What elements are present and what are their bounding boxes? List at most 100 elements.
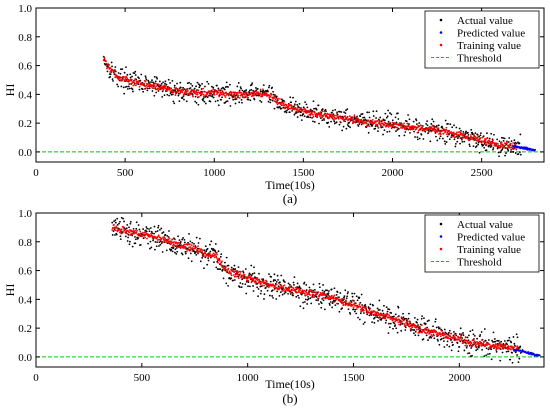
actual-value-point <box>170 246 173 249</box>
training-value-point <box>227 267 230 270</box>
actual-value-point <box>462 334 465 337</box>
actual-value-point <box>468 145 471 148</box>
training-value-point <box>316 114 319 117</box>
actual-value-point <box>137 224 140 226</box>
training-value-point <box>125 75 128 78</box>
training-value-point <box>153 85 156 88</box>
actual-value-point <box>268 84 271 87</box>
training-value-point <box>472 136 474 139</box>
actual-value-point <box>199 84 202 87</box>
training-value-point <box>229 272 232 274</box>
actual-value-point <box>256 87 259 90</box>
actual-value-point <box>302 307 305 310</box>
training-value-point <box>178 89 181 92</box>
actual-value-point <box>148 228 150 230</box>
training-value-point <box>269 95 272 98</box>
actual-value-point <box>112 230 115 233</box>
actual-value-point <box>330 288 333 291</box>
actual-value-point <box>296 282 299 285</box>
actual-value-point <box>340 111 343 113</box>
actual-value-point <box>272 90 274 93</box>
training-value-point <box>318 295 321 298</box>
training-value-point <box>232 274 235 276</box>
actual-value-point <box>312 100 315 103</box>
actual-value-point <box>195 85 197 88</box>
training-value-point <box>394 126 397 129</box>
actual-value-point <box>409 329 412 332</box>
actual-value-point <box>515 142 518 145</box>
actual-value-point <box>303 301 306 303</box>
actual-value-point <box>498 155 500 158</box>
training-value-point <box>360 310 363 313</box>
training-value-point <box>379 316 382 319</box>
training-value-point <box>448 337 450 340</box>
actual-value-point <box>511 151 513 153</box>
training-value-point <box>184 243 186 246</box>
actual-value-point <box>216 268 219 270</box>
x-axis-label-b: Time(10s) <box>265 377 315 391</box>
training-value-point <box>227 94 230 97</box>
actual-value-point <box>351 292 354 295</box>
training-value-point <box>476 136 479 139</box>
actual-value-point <box>131 88 134 91</box>
training-value-point <box>336 112 338 115</box>
actual-value-point <box>146 89 149 92</box>
training-value-point <box>390 127 393 130</box>
training-value-point <box>376 119 379 122</box>
actual-value-point <box>131 75 133 78</box>
actual-value-point <box>346 108 349 111</box>
actual-value-point <box>189 87 192 89</box>
actual-value-point <box>336 291 339 293</box>
actual-value-point <box>183 98 185 101</box>
actual-value-point <box>354 308 357 311</box>
training-value-point <box>335 302 338 305</box>
training-value-point <box>174 94 177 97</box>
actual-value-point <box>190 260 193 263</box>
training-value-point <box>353 121 356 123</box>
training-value-point <box>152 87 155 90</box>
training-value-point <box>429 127 432 130</box>
training-value-point <box>144 236 147 239</box>
training-value-point <box>234 97 237 99</box>
actual-value-point <box>145 77 147 79</box>
actual-value-point <box>508 336 511 339</box>
actual-value-point <box>338 110 341 113</box>
actual-value-point <box>461 140 464 143</box>
training-value-point <box>377 126 380 129</box>
actual-value-point <box>359 115 362 118</box>
actual-value-point <box>201 256 204 259</box>
training-value-point <box>308 109 311 112</box>
actual-value-point <box>250 83 253 86</box>
actual-value-point <box>408 312 410 315</box>
actual-value-point <box>276 99 279 102</box>
x-tick-label: 500 <box>134 372 151 384</box>
actual-value-point <box>298 102 301 105</box>
actual-value-point <box>278 294 281 297</box>
training-value-point <box>446 131 449 134</box>
actual-value-point <box>395 130 397 133</box>
training-value-point <box>275 283 278 286</box>
training-value-point <box>433 127 436 130</box>
actual-value-point <box>321 298 324 300</box>
training-value-point <box>439 335 442 338</box>
training-value-series-b <box>111 223 520 353</box>
actual-value-point <box>168 94 171 97</box>
training-value-point <box>242 275 245 278</box>
training-value-point <box>363 118 365 121</box>
training-value-point <box>194 92 197 95</box>
training-value-point <box>514 345 517 347</box>
training-value-point <box>152 238 155 241</box>
actual-value-point <box>209 256 212 259</box>
actual-value-point <box>476 337 478 340</box>
actual-value-point <box>241 282 244 285</box>
training-value-point <box>260 280 263 283</box>
actual-value-point <box>482 135 485 138</box>
training-value-point <box>250 91 253 94</box>
actual-value-point <box>355 295 358 298</box>
training-value-point <box>425 328 428 331</box>
actual-value-point <box>413 130 416 133</box>
actual-value-point <box>462 332 464 334</box>
actual-value-point <box>280 274 283 277</box>
actual-value-point <box>474 132 477 135</box>
training-value-point <box>197 89 200 92</box>
